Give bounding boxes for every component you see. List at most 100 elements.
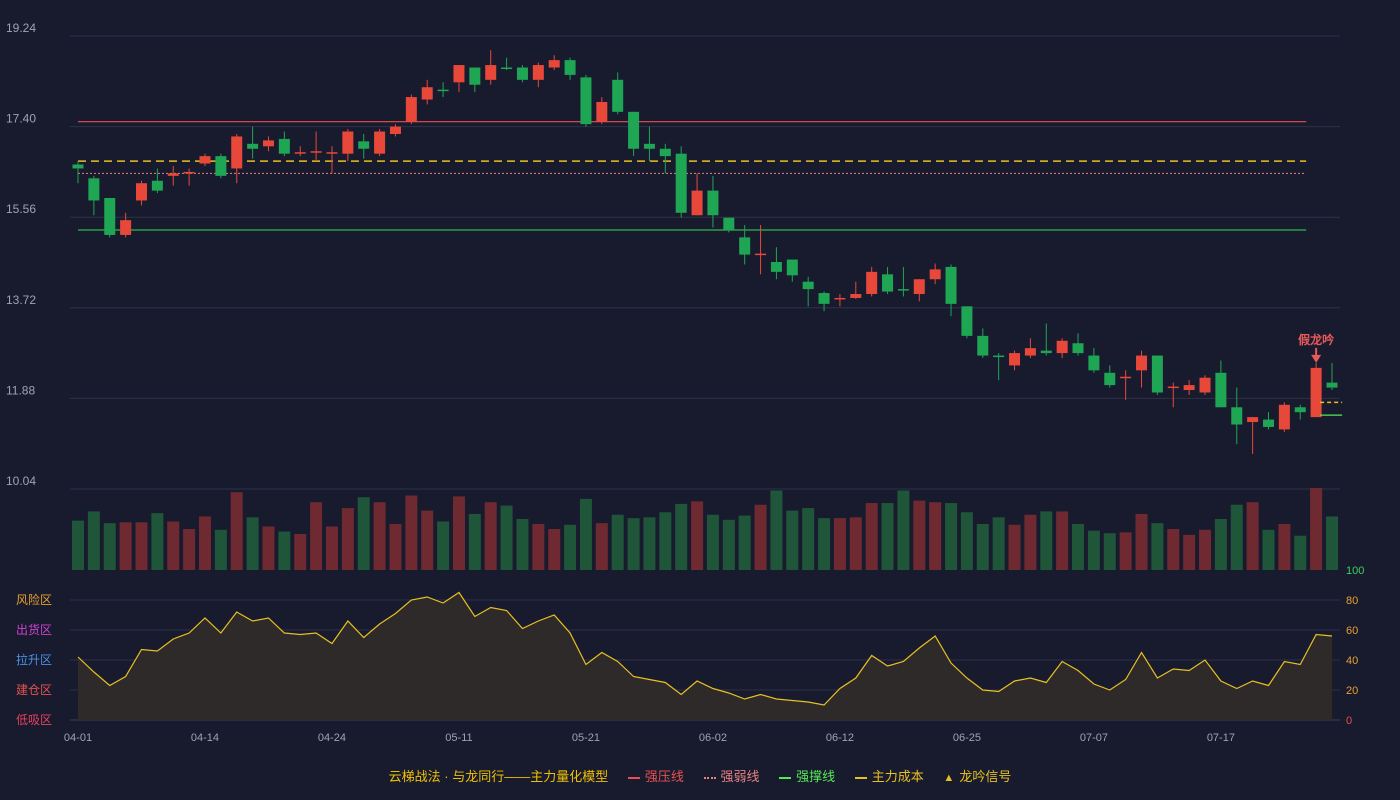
candle-body — [247, 143, 259, 149]
volume-bar — [310, 502, 323, 570]
candle-body — [596, 101, 608, 122]
x-tick-label: 07-07 — [1080, 732, 1108, 744]
candle-body — [1183, 385, 1195, 391]
candle-body — [913, 279, 925, 295]
volume-bar — [452, 496, 465, 570]
candle-body — [1104, 372, 1116, 386]
volume-bar — [802, 508, 815, 570]
candle-body — [1294, 407, 1306, 413]
candle-body — [564, 60, 576, 75]
candle-body — [151, 180, 163, 191]
candle-body — [120, 220, 132, 235]
volume-bar — [881, 503, 894, 570]
x-tick-label: 05-21 — [572, 732, 600, 744]
candle-body — [310, 151, 322, 153]
legend-item-cost[interactable]: 主力成本 — [854, 766, 924, 785]
legend-item-signal[interactable]: ▲ 龙吟信号 — [943, 766, 1011, 785]
volume-bar — [1119, 532, 1132, 570]
zone-label: 风险区 — [16, 592, 52, 607]
candle-body — [723, 217, 735, 231]
volume-bar — [167, 521, 180, 570]
candle-body — [1024, 348, 1036, 356]
volume-bar — [373, 502, 386, 570]
candle-body — [643, 143, 655, 149]
candle-body — [1072, 343, 1084, 354]
volume-bar — [214, 529, 227, 570]
price-tick-label: 13.72 — [6, 293, 36, 307]
candle-body — [215, 156, 227, 176]
volume-bar — [262, 526, 275, 570]
price-tick-label: 19.24 — [6, 21, 36, 35]
volume-bar — [976, 523, 989, 570]
legend-item-pressure[interactable]: 强压线 — [627, 766, 684, 785]
osc-tick-label: 20 — [1346, 685, 1358, 697]
candle-body — [88, 178, 100, 201]
volume-bar — [945, 503, 958, 570]
candle-body — [183, 171, 195, 174]
candle-body — [755, 253, 767, 256]
candle-body — [485, 65, 497, 80]
candle-body — [659, 148, 671, 157]
volume-bar — [548, 529, 561, 570]
volume-bar — [119, 522, 132, 570]
legend-item-support-label: 强撑线 — [796, 769, 836, 784]
candle-body — [501, 67, 513, 70]
x-tick-label: 04-24 — [318, 732, 346, 744]
volume-bar — [72, 520, 84, 570]
candle-body — [1056, 340, 1068, 354]
volume-bar — [738, 515, 751, 570]
volume-bar — [1072, 523, 1085, 570]
candle-body — [1310, 367, 1322, 418]
candlesticks — [72, 50, 1338, 455]
osc-tick-label: 100 — [1346, 565, 1364, 577]
legend-item-support[interactable]: 强撑线 — [779, 766, 835, 785]
candle-body — [897, 289, 909, 291]
candle-body — [675, 153, 687, 213]
volume-bar — [818, 518, 831, 570]
candle-body — [135, 183, 147, 201]
volume-bar — [1326, 516, 1338, 570]
candle-body — [628, 111, 640, 149]
x-tick-label: 07-17 — [1207, 732, 1235, 744]
volume-bar — [754, 504, 767, 570]
legend-item-weak-label: 强弱线 — [720, 769, 760, 784]
volume-bar — [484, 502, 497, 570]
candle-body — [1040, 350, 1052, 354]
volume-bar — [87, 511, 100, 570]
x-tick-label: 05-11 — [445, 732, 472, 744]
volume-bar — [468, 513, 481, 570]
candle-body — [1151, 355, 1163, 393]
volume-bar — [1294, 535, 1307, 570]
volume-bar — [786, 510, 799, 570]
volume-bar — [929, 502, 942, 570]
candle-body — [294, 152, 306, 154]
x-tick-label: 06-25 — [953, 732, 981, 744]
volume-bar — [1040, 511, 1053, 570]
volume-bar — [278, 531, 291, 570]
volume-bar — [1008, 524, 1021, 570]
candle-body — [945, 266, 957, 304]
candle-body — [739, 237, 751, 255]
legend: 云梯战法 · 与龙同行——主力量化模型 强压线 强弱线 强撑线 主力成本 ▲ 龙吟… — [0, 766, 1400, 786]
volume-bar — [1199, 529, 1212, 570]
candle-body — [1263, 419, 1275, 427]
legend-item-pressure-label: 强压线 — [644, 769, 684, 784]
legend-item-weak[interactable]: 强弱线 — [703, 766, 760, 785]
candle-body — [342, 131, 354, 154]
candle-body — [104, 197, 116, 235]
candle-body — [929, 269, 941, 280]
signal-arrow-icon — [1311, 354, 1322, 363]
candle-body — [834, 297, 846, 300]
grid — [70, 35, 1340, 721]
candle-body — [1199, 377, 1211, 393]
volume-bar — [405, 495, 418, 570]
volume-bar — [960, 512, 973, 570]
candle-body — [469, 67, 481, 85]
volume-bar — [1230, 504, 1243, 570]
legend-title: 云梯战法 · 与龙同行——主力量化模型 — [388, 769, 609, 784]
zone-label: 拉升区 — [16, 652, 52, 667]
candle-body — [262, 140, 274, 147]
candle-body — [278, 138, 290, 154]
candle-body — [882, 274, 894, 292]
candle-body — [326, 152, 338, 154]
